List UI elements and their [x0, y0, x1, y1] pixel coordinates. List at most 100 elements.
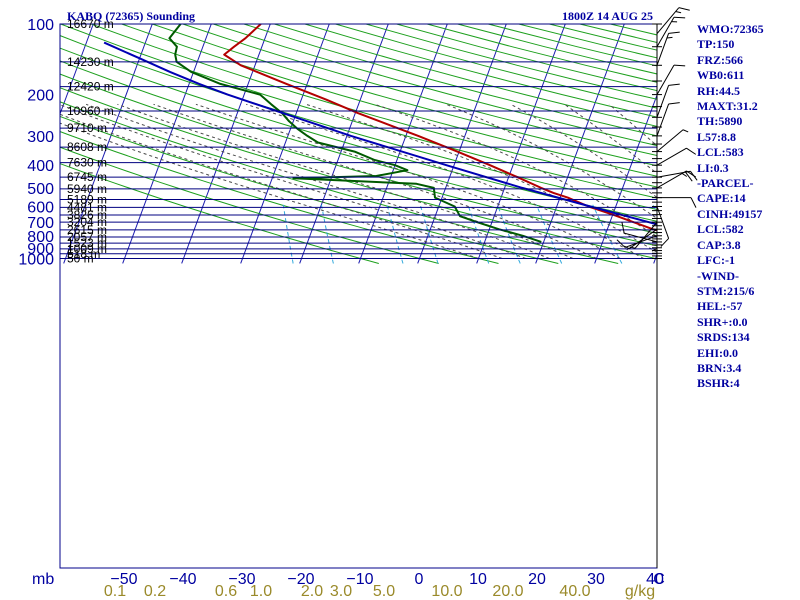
sounding-time: 1800Z 14 AUG 25	[562, 9, 654, 23]
index-row: WMO:72365	[697, 22, 764, 36]
height-label: 9710 m	[67, 121, 107, 135]
wind-barb	[656, 16, 686, 47]
barb-half-feather	[623, 245, 630, 250]
height-label: 16670 m	[67, 17, 114, 31]
barb-feather	[621, 222, 625, 234]
dry-adiabat	[60, 163, 379, 264]
isotherm	[122, 24, 212, 264]
height-label: 3826 m	[67, 208, 107, 222]
barb-staff	[656, 170, 687, 189]
pressure-tick-label: 400	[27, 158, 54, 175]
barb-staff	[656, 17, 675, 47]
barb-half-feather	[629, 246, 636, 249]
axis-layer: 16670 m 14230 m 12420 m 10960 m 9710 m 8608 m…	[18, 17, 664, 600]
height-label: 5940 m	[67, 182, 107, 196]
wind-barb	[656, 129, 689, 152]
height-label: 14230 m	[67, 55, 114, 69]
index-row: SRDS:134	[697, 330, 750, 345]
barb-half-feather	[671, 21, 678, 23]
isotherm	[181, 24, 271, 264]
mixing-ratio-line	[282, 204, 294, 264]
height-label: 518 m	[67, 247, 100, 261]
wind-barb	[657, 197, 697, 208]
wind-barb	[656, 206, 670, 247]
mixing-ratio-tick-label: 0.2	[144, 583, 166, 600]
barb-feather	[673, 16, 686, 19]
index-row: -WIND-	[697, 268, 739, 283]
wind-barb	[656, 83, 680, 118]
isotherm	[60, 24, 94, 116]
mixing-ratio-unit-label: g/kg	[625, 583, 655, 600]
moist-adiabat	[564, 103, 657, 175]
moist-adiabat	[60, 104, 526, 259]
index-row: LCL:583	[697, 145, 744, 160]
height-label: 6745 m	[67, 170, 107, 184]
index-row: CINH:49157	[697, 206, 763, 221]
index-row: LI:0.3	[697, 160, 729, 175]
temperature-tick-label: −30	[228, 571, 255, 588]
index-row: LCL:582	[697, 222, 744, 237]
index-row: CAPE:14	[697, 191, 746, 206]
index-row: EHI:0.0	[697, 345, 739, 360]
temperature-tick-label: 40	[646, 571, 664, 588]
index-row: FRZ:566	[697, 52, 743, 67]
barb-staff	[656, 206, 670, 239]
wind-barb	[621, 222, 658, 243]
pressure-tick-label: 1000	[18, 252, 54, 269]
dry-adiabat	[182, 24, 657, 157]
barb-staff	[656, 147, 687, 166]
index-row: BSHR:4	[697, 376, 740, 391]
wind-barb	[656, 147, 697, 166]
temperature-tick-label: −40	[169, 571, 196, 588]
barb-staff	[656, 33, 670, 66]
index-row: SHR+:0.0	[697, 314, 748, 329]
mixing-ratio-tick-label: 5.0	[373, 583, 395, 600]
dry-adiabat	[60, 146, 439, 264]
moist-adiabat	[60, 113, 503, 259]
barb-half-feather	[675, 10, 682, 14]
wind-barb	[656, 102, 680, 137]
dry-adiabat	[152, 24, 657, 167]
barb-feather	[685, 171, 693, 182]
moist-adiabat	[60, 122, 479, 259]
barb-feather	[616, 239, 626, 248]
barb-feather	[690, 170, 698, 181]
pressure-tick-label: 800	[27, 229, 54, 246]
barb-half-feather	[682, 129, 689, 133]
grid-layer	[60, 24, 657, 264]
isotherm	[417, 24, 507, 264]
dry-adiabat	[213, 24, 657, 147]
dry-adiabat	[121, 24, 657, 177]
mixing-ratio-line	[320, 204, 334, 264]
wind-barb	[656, 64, 686, 95]
index-row: -PARCEL-	[697, 176, 754, 191]
height-label: 7630 m	[67, 156, 107, 170]
moist-adiabat	[153, 103, 597, 259]
barb-feather	[668, 31, 680, 34]
temperature-unit-label: C	[653, 571, 665, 588]
height-label: 10960 m	[67, 104, 114, 118]
index-row: RH:44.5	[697, 83, 740, 98]
pressure-tick-label: 200	[27, 88, 54, 105]
parcel-profile	[103, 41, 657, 226]
dry-adiabat	[60, 60, 657, 234]
isotherm	[240, 24, 330, 264]
index-row: CAP:3.8	[697, 237, 741, 252]
temperature-tick-label: 10	[469, 571, 487, 588]
pressure-tick-label: 100	[27, 17, 54, 34]
temperature-tick-label: −10	[346, 571, 373, 588]
barb-half-feather	[681, 172, 688, 177]
mixing-ratio-tick-label: 20.0	[492, 583, 523, 600]
dry-adiabat	[60, 87, 657, 260]
barb-staff	[656, 64, 675, 95]
dewpoint-profile	[168, 24, 542, 243]
barb-staff	[656, 103, 670, 137]
height-label: 8608 m	[67, 140, 107, 154]
barb-staff	[656, 129, 684, 152]
barb-staff	[624, 232, 658, 243]
barb-staff	[656, 170, 691, 178]
wind-barb	[656, 7, 690, 35]
barb-half-feather	[666, 36, 673, 39]
